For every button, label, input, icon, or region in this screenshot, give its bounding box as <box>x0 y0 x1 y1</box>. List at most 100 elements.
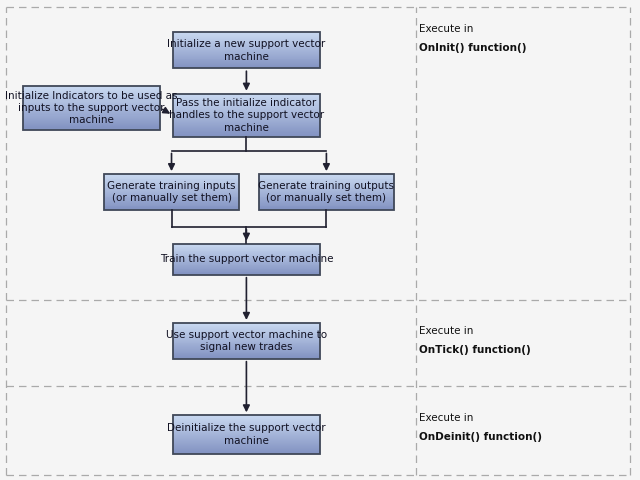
Bar <box>104 180 239 181</box>
Bar <box>173 328 320 329</box>
Bar <box>22 125 161 126</box>
Bar <box>173 108 320 110</box>
Bar <box>22 116 161 117</box>
Bar <box>173 244 320 275</box>
Bar <box>173 442 320 443</box>
Bar <box>259 192 394 193</box>
Bar <box>173 102 320 103</box>
Bar <box>173 59 320 60</box>
Bar <box>173 323 320 359</box>
Bar <box>173 332 320 333</box>
Bar <box>22 108 161 109</box>
Bar <box>173 325 320 326</box>
Bar <box>173 445 320 446</box>
Bar <box>259 209 394 210</box>
Bar <box>173 125 320 126</box>
Bar <box>259 201 394 202</box>
Bar <box>173 274 320 275</box>
Bar <box>22 106 161 107</box>
Bar <box>173 344 320 345</box>
Bar <box>173 331 320 332</box>
Bar <box>173 113 320 114</box>
Bar <box>173 347 320 348</box>
Bar <box>173 127 320 128</box>
Bar <box>259 190 394 191</box>
Bar <box>173 47 320 48</box>
Bar <box>259 205 394 206</box>
Bar <box>173 270 320 271</box>
Bar <box>259 188 394 189</box>
Bar <box>173 354 320 355</box>
Bar <box>173 128 320 129</box>
Bar <box>173 260 320 261</box>
Bar <box>104 205 239 206</box>
Bar <box>173 423 320 424</box>
Bar <box>173 94 320 137</box>
Bar <box>173 38 320 39</box>
Bar <box>173 326 320 327</box>
Bar <box>22 107 161 108</box>
Bar <box>104 185 239 186</box>
Bar <box>259 185 394 186</box>
Bar <box>173 136 320 137</box>
Bar <box>259 187 394 188</box>
Bar <box>173 37 320 38</box>
Bar <box>173 358 320 359</box>
Bar <box>173 259 320 260</box>
Bar <box>173 351 320 352</box>
Bar <box>173 449 320 450</box>
Bar <box>173 41 320 42</box>
Bar <box>173 43 320 44</box>
Bar <box>173 36 320 37</box>
Text: Use support vector machine to
signal new trades: Use support vector machine to signal new… <box>166 330 327 352</box>
Bar <box>104 188 239 189</box>
Bar <box>173 338 320 339</box>
Bar <box>173 111 320 112</box>
Text: Generate training inputs
(or manually set them): Generate training inputs (or manually se… <box>108 181 236 203</box>
Bar <box>259 179 394 180</box>
Bar <box>173 55 320 56</box>
Bar <box>173 447 320 448</box>
Bar <box>104 177 239 178</box>
Bar <box>173 258 320 259</box>
Bar <box>173 249 320 250</box>
Bar <box>173 257 320 258</box>
Bar <box>104 193 239 194</box>
Bar <box>104 186 239 187</box>
Bar <box>22 103 161 104</box>
Bar <box>259 202 394 203</box>
Bar <box>173 419 320 420</box>
Bar <box>22 87 161 88</box>
Bar <box>22 98 161 99</box>
Bar <box>173 124 320 125</box>
Bar <box>259 200 394 201</box>
Bar <box>173 327 320 328</box>
Bar <box>22 95 161 96</box>
Bar <box>173 56 320 57</box>
Bar <box>104 175 239 176</box>
Bar <box>173 65 320 66</box>
Bar <box>173 46 320 47</box>
Bar <box>259 199 394 200</box>
Bar <box>173 253 320 254</box>
Text: OnTick() function(): OnTick() function() <box>419 346 531 355</box>
Bar <box>104 203 239 204</box>
Bar <box>173 430 320 431</box>
Bar <box>173 101 320 102</box>
Bar <box>22 93 161 94</box>
Bar <box>22 110 161 111</box>
Bar <box>173 34 320 35</box>
Bar <box>173 39 320 40</box>
Bar <box>22 109 161 110</box>
Bar <box>22 129 161 130</box>
Bar <box>104 207 239 208</box>
Bar <box>173 40 320 41</box>
Bar <box>259 197 394 198</box>
Bar <box>173 429 320 430</box>
Bar <box>173 452 320 453</box>
Bar <box>173 348 320 349</box>
Bar <box>173 251 320 252</box>
Text: Execute in: Execute in <box>419 24 474 34</box>
Bar <box>173 448 320 449</box>
Bar <box>22 86 161 87</box>
